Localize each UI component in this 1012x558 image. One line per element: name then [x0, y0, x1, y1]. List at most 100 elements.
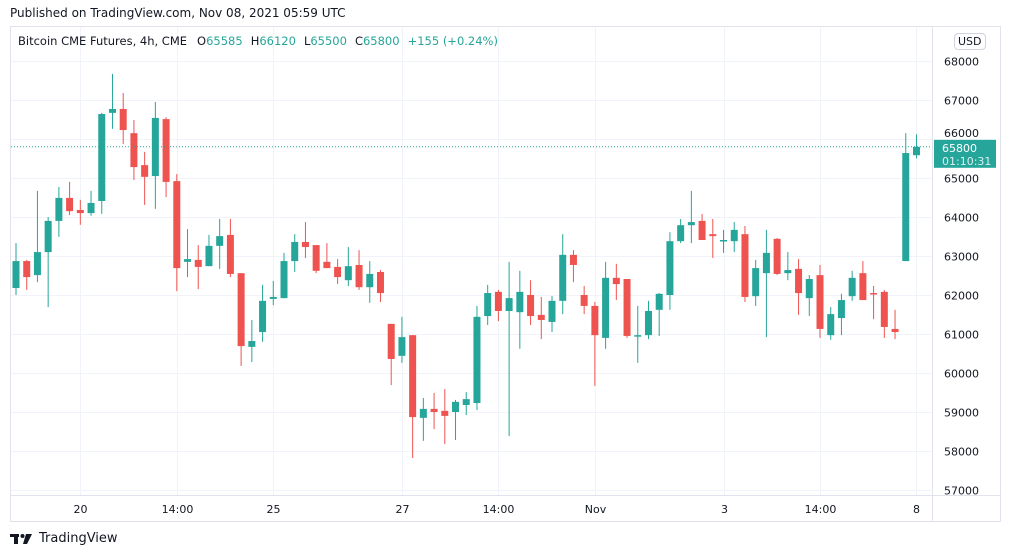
- candle[interactable]: [848, 270, 856, 301]
- candle[interactable]: [23, 259, 31, 290]
- candle[interactable]: [591, 302, 599, 386]
- candle[interactable]: [98, 112, 106, 214]
- candle[interactable]: [151, 101, 159, 209]
- candle[interactable]: [837, 293, 845, 336]
- candle[interactable]: [559, 234, 567, 315]
- candle[interactable]: [548, 296, 556, 333]
- candle-body: [462, 399, 470, 405]
- candle[interactable]: [720, 229, 728, 253]
- candle[interactable]: [891, 309, 899, 340]
- candle[interactable]: [55, 186, 63, 237]
- candle[interactable]: [880, 289, 888, 338]
- candle[interactable]: [33, 190, 41, 283]
- symbol-title[interactable]: Bitcoin CME Futures, 4h, CME: [18, 34, 188, 48]
- candle[interactable]: [516, 270, 524, 349]
- candle[interactable]: [12, 243, 20, 295]
- candle[interactable]: [409, 335, 417, 459]
- candle[interactable]: [76, 199, 84, 225]
- candle-body: [484, 293, 492, 317]
- candle[interactable]: [366, 261, 374, 303]
- candle[interactable]: [494, 289, 502, 322]
- candle[interactable]: [580, 286, 588, 315]
- candle[interactable]: [569, 250, 577, 283]
- candle[interactable]: [280, 252, 288, 299]
- candle[interactable]: [677, 218, 685, 244]
- candle-body: [33, 252, 41, 276]
- candle[interactable]: [537, 296, 545, 340]
- candle[interactable]: [269, 280, 277, 306]
- candle[interactable]: [259, 284, 267, 342]
- candle[interactable]: [859, 261, 867, 301]
- candle[interactable]: [698, 213, 706, 241]
- candle[interactable]: [752, 259, 760, 306]
- candle[interactable]: [902, 133, 910, 262]
- candle[interactable]: [741, 225, 749, 303]
- candle[interactable]: [237, 273, 245, 366]
- candle[interactable]: [44, 217, 52, 308]
- candle[interactable]: [666, 232, 674, 310]
- candle[interactable]: [194, 245, 202, 290]
- candle[interactable]: [312, 245, 320, 274]
- candle[interactable]: [441, 388, 449, 444]
- candle[interactable]: [827, 307, 835, 340]
- candle[interactable]: [301, 222, 309, 258]
- candle[interactable]: [205, 234, 213, 267]
- candle[interactable]: [462, 392, 470, 416]
- candle[interactable]: [87, 190, 95, 216]
- candle[interactable]: [473, 305, 481, 411]
- candle[interactable]: [870, 286, 878, 320]
- candle-body: [194, 259, 202, 267]
- candle[interactable]: [162, 117, 170, 198]
- candle[interactable]: [226, 218, 234, 278]
- candle[interactable]: [784, 252, 792, 281]
- time-axis[interactable]: 20 14:00 25 27 14:00 Nov 3 14:00 8: [74, 503, 921, 516]
- candle[interactable]: [173, 174, 181, 292]
- candle[interactable]: [912, 134, 920, 159]
- candle[interactable]: [398, 316, 406, 363]
- time-tick-label: 27: [396, 503, 410, 516]
- price-axis[interactable]: 57000 58000 59000 60000 61000 62000 63000 64000…: [944, 56, 979, 498]
- candle[interactable]: [248, 319, 256, 363]
- candle[interactable]: [644, 300, 652, 340]
- candle[interactable]: [762, 229, 770, 338]
- candle[interactable]: [687, 190, 695, 244]
- candle[interactable]: [323, 243, 331, 269]
- candle[interactable]: [602, 261, 610, 349]
- candle[interactable]: [355, 250, 363, 290]
- candle[interactable]: [387, 323, 395, 386]
- candle[interactable]: [66, 181, 74, 216]
- candle[interactable]: [527, 280, 535, 326]
- candle[interactable]: [119, 92, 127, 145]
- candle[interactable]: [795, 259, 803, 315]
- candle[interactable]: [655, 293, 663, 336]
- candle-body: [827, 314, 835, 336]
- candle-body: [108, 108, 116, 113]
- candle[interactable]: [108, 73, 116, 129]
- candle[interactable]: [376, 270, 384, 303]
- last-price-tag: 65800 01:10:31: [934, 139, 996, 168]
- candle[interactable]: [291, 234, 299, 272]
- candle[interactable]: [184, 229, 192, 278]
- candle[interactable]: [709, 218, 717, 258]
- footer-brand[interactable]: TradingView: [10, 531, 118, 546]
- candle[interactable]: [634, 305, 642, 363]
- candle[interactable]: [334, 259, 342, 285]
- currency-button[interactable]: USD: [954, 33, 986, 50]
- candle[interactable]: [430, 392, 438, 430]
- candle[interactable]: [344, 247, 352, 287]
- candle[interactable]: [505, 261, 513, 437]
- candle[interactable]: [805, 275, 813, 317]
- candle[interactable]: [816, 264, 824, 338]
- candle[interactable]: [612, 263, 620, 301]
- candle[interactable]: [623, 279, 631, 338]
- candle[interactable]: [452, 399, 460, 441]
- candle[interactable]: [130, 119, 138, 180]
- candle[interactable]: [730, 222, 738, 253]
- candle[interactable]: [773, 238, 781, 276]
- candle[interactable]: [484, 284, 492, 326]
- candle[interactable]: [141, 151, 149, 205]
- candle[interactable]: [419, 397, 427, 441]
- candle-body: [301, 241, 309, 248]
- candle[interactable]: [216, 218, 224, 269]
